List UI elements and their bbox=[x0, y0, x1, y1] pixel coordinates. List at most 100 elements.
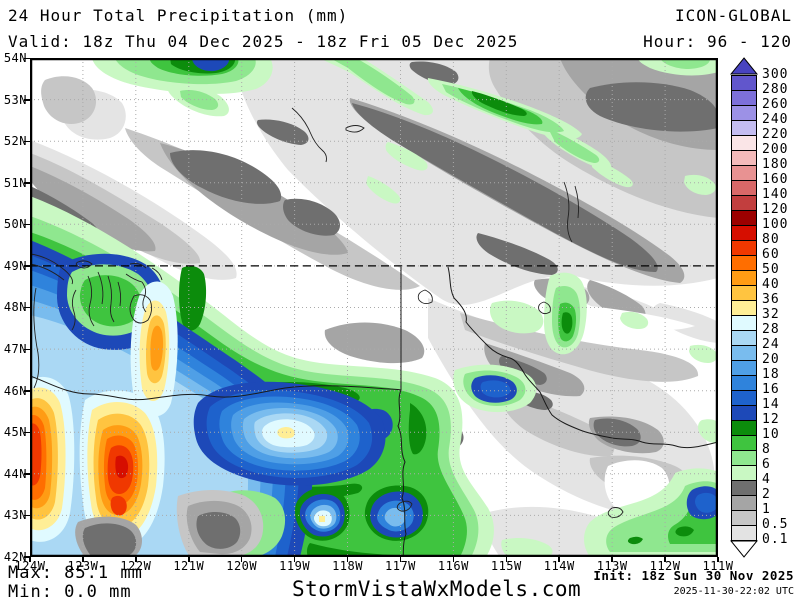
colorbar-label: 260 bbox=[762, 97, 789, 112]
lon-label: 116W bbox=[437, 559, 469, 573]
lon-label: 121W bbox=[173, 559, 205, 573]
colorbar-box bbox=[731, 450, 757, 466]
lat-label: 44N bbox=[3, 466, 27, 481]
max-value-label: Max: 85.1 mm bbox=[8, 563, 143, 583]
blue-mountains-maximum bbox=[193, 381, 386, 486]
colorbar-label: 24 bbox=[762, 337, 780, 352]
colorbar-box bbox=[731, 300, 757, 316]
watermark: StormVistaWxModels.com bbox=[292, 577, 582, 600]
colorbar-label: 180 bbox=[762, 157, 789, 172]
lon-tick bbox=[399, 557, 402, 562]
lat-tick bbox=[24, 140, 30, 143]
colorbar-label: 40 bbox=[762, 277, 780, 292]
colorbar-box bbox=[731, 165, 757, 181]
lon-label: 112W bbox=[649, 559, 681, 573]
lon-tick bbox=[505, 557, 508, 562]
lat-tick bbox=[24, 223, 30, 226]
colorbar-box bbox=[731, 255, 757, 271]
lon-tick bbox=[240, 557, 243, 562]
lat-tick bbox=[24, 99, 30, 101]
lon-label: 124W bbox=[14, 559, 46, 573]
colorbar-label: 220 bbox=[762, 127, 789, 142]
lon-label: 120W bbox=[226, 559, 258, 573]
colorbar-label: 200 bbox=[762, 142, 789, 157]
colorbar-label: 140 bbox=[762, 187, 789, 202]
lat-tick bbox=[24, 556, 30, 558]
colorbar-label: 300 bbox=[762, 67, 789, 82]
colorbar-label: 80 bbox=[762, 232, 780, 247]
colorbar-label: 50 bbox=[762, 262, 780, 277]
lon-label: 122W bbox=[120, 559, 152, 573]
valid-time: Valid: 18z Thu 04 Dec 2025 - 18z Fri 05 … bbox=[8, 32, 519, 51]
colorbar-label: 20 bbox=[762, 352, 780, 367]
colorbar-arrow bbox=[730, 57, 758, 75]
lat-tick bbox=[24, 182, 30, 184]
lakes bbox=[291, 107, 624, 518]
lon-label: 118W bbox=[332, 559, 363, 573]
colorbar-box bbox=[731, 90, 757, 106]
lon-tick bbox=[558, 557, 560, 562]
colorbar-box bbox=[731, 405, 757, 421]
state-borders bbox=[30, 266, 718, 557]
lon-label: 117W bbox=[385, 559, 416, 573]
colorbar-label: 4 bbox=[762, 472, 771, 487]
colorbar-box bbox=[731, 465, 757, 481]
lat-label: 45N bbox=[3, 425, 27, 440]
lon-tick bbox=[346, 557, 349, 562]
colorbar-box bbox=[731, 315, 757, 331]
colorbar-box bbox=[731, 345, 757, 361]
lat-tick bbox=[24, 348, 30, 351]
precipitation-map bbox=[30, 58, 718, 557]
lat-tick bbox=[24, 431, 30, 434]
colorbar-box bbox=[731, 135, 757, 151]
west-heavy-cores bbox=[30, 281, 178, 549]
lat-label: 49N bbox=[3, 258, 27, 273]
lat-tick bbox=[24, 265, 30, 267]
rain-shadow-overlays bbox=[75, 490, 264, 557]
colorbar-box bbox=[731, 420, 757, 436]
model-name: ICON-GLOBAL bbox=[675, 6, 792, 25]
colorbar-box bbox=[731, 390, 757, 406]
lon-label: 113W bbox=[596, 559, 628, 573]
colorbar-label: 2 bbox=[762, 487, 771, 502]
lon-tick bbox=[717, 557, 719, 562]
colorbar-box bbox=[731, 210, 757, 226]
lat-label: 50N bbox=[3, 217, 27, 232]
colorbar-box bbox=[731, 195, 757, 211]
colorbar-box bbox=[731, 75, 757, 91]
colorbar-label: 18 bbox=[762, 367, 780, 382]
lat-label: 42N bbox=[3, 549, 27, 564]
lon-tick bbox=[452, 557, 455, 562]
lon-label: 114W bbox=[543, 559, 575, 573]
lat-tick bbox=[24, 514, 30, 517]
colorbar-label: 100 bbox=[762, 217, 789, 232]
lat-label: 53N bbox=[3, 92, 27, 107]
colorbar-label: 10 bbox=[762, 427, 780, 442]
puget-lowland-minimum bbox=[67, 264, 154, 336]
colorbar-box bbox=[731, 360, 757, 376]
colorbar-box bbox=[731, 330, 757, 346]
lon-tick bbox=[135, 557, 137, 562]
colorbar-box bbox=[731, 510, 757, 526]
generated-timestamp: 2025-11-30-22:02 UTC bbox=[673, 586, 794, 597]
colorbar-label: 120 bbox=[762, 202, 789, 217]
lat-label: 48N bbox=[3, 300, 27, 315]
lon-label: 119W bbox=[279, 559, 311, 573]
colorbar-label: 14 bbox=[762, 397, 780, 412]
colorbar-label: 1 bbox=[762, 502, 771, 517]
min-value-label: Min: 0.0 mm bbox=[8, 582, 132, 600]
lon-label: 111W bbox=[702, 559, 734, 573]
colorbar-box bbox=[731, 525, 757, 541]
lon-tick bbox=[293, 557, 296, 562]
lat-tick bbox=[24, 390, 30, 392]
colorbar-label: 240 bbox=[762, 112, 789, 127]
lat-label: 43N bbox=[3, 508, 27, 523]
colorbar-box bbox=[731, 240, 757, 256]
lon-tick bbox=[664, 557, 666, 562]
colorbar-label: 8 bbox=[762, 442, 771, 457]
coastlines bbox=[30, 253, 163, 389]
lon-tick bbox=[82, 557, 84, 562]
colorbar-box bbox=[731, 270, 757, 286]
colorbar-label: 160 bbox=[762, 172, 789, 187]
colorbar-arrow bbox=[730, 540, 758, 558]
